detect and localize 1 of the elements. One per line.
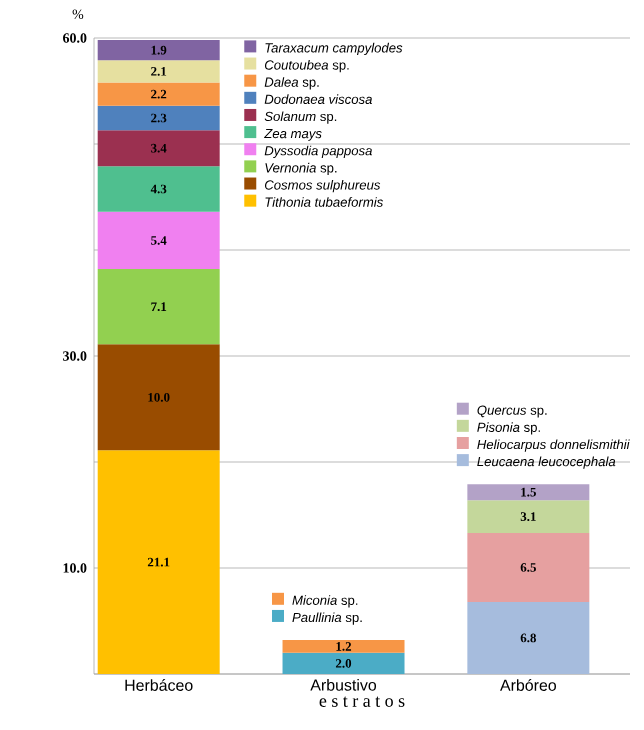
x-axis-title: e s t r a t o s xyxy=(319,696,405,707)
